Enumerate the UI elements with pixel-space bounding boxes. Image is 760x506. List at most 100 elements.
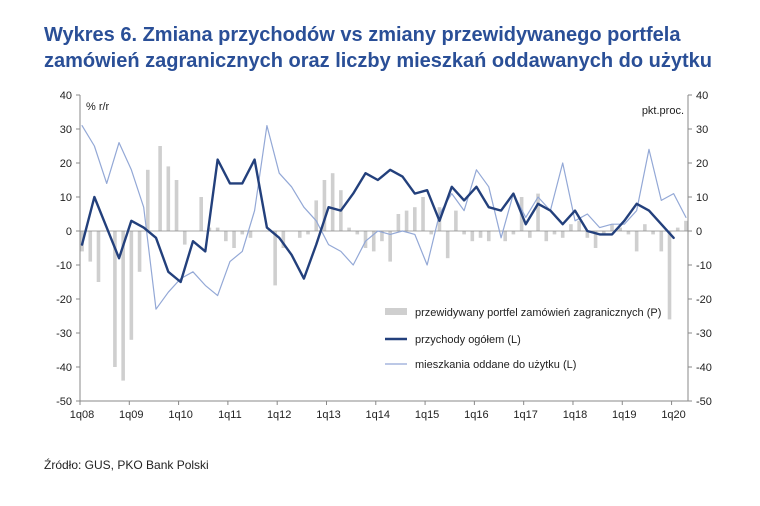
left-tick-label: -10 [56,260,72,272]
bar [552,231,557,235]
bar [511,231,516,235]
x-tick-label: 1q19 [612,409,636,421]
left-tick-label: -40 [56,362,72,374]
legend-label-revenue: przychody ogółem (L) [415,334,521,346]
right-tick-label: -10 [696,260,712,272]
bar [199,197,203,231]
right-tick-label: 0 [696,226,702,238]
bar [281,231,286,248]
bar [182,231,187,245]
bar [577,220,581,231]
bar [626,231,631,235]
x-tick-label: 1q14 [366,409,390,421]
x-tick-label: 1q12 [267,409,291,421]
bar [643,224,647,231]
left-tick-label: -30 [56,328,72,340]
bar-series-order-book [80,146,688,381]
left-tick-label: 10 [60,192,72,204]
bar [404,210,409,231]
bar [322,180,327,231]
chart-title: Wykres 6. Zmiana przychodów vs zmiany pr… [44,22,744,74]
bar [174,180,179,231]
bar [667,231,672,320]
left-tick-label: 0 [66,226,72,238]
bar [347,227,351,231]
left-tick-label: 30 [60,124,72,136]
bar [388,231,392,262]
right-tick-label: -50 [696,396,712,408]
bar [88,231,93,262]
left-tick-label: 20 [60,158,72,170]
line-revenue [80,158,675,284]
bar [158,146,162,231]
right-tick-label: -30 [696,328,712,340]
line-series [80,124,687,310]
bar [314,200,319,231]
bar [421,197,425,231]
legend-swatch-order-book [385,308,407,315]
bar [137,231,142,272]
x-tick-label: 1q17 [513,409,537,421]
left-tick-label: -20 [56,294,72,306]
bar [659,231,664,252]
bar [306,231,310,235]
left-tick-label: 40 [60,90,72,102]
bar [684,220,688,231]
bar [355,231,360,235]
bar [330,173,335,231]
bar [454,210,458,231]
bar [601,231,606,235]
x-tick-label: 1q11 [218,409,242,421]
x-tick-label: 1q16 [464,409,488,421]
bar [445,231,450,259]
bar [462,231,466,235]
x-tick-label: 1q20 [661,409,685,421]
x-tick-label: 1q15 [415,409,439,421]
right-tick-label: 30 [696,124,708,136]
bar [215,227,220,231]
bar [248,231,253,238]
bar [560,231,565,238]
bar [503,231,507,242]
axes: 40 40 30 30 20 20 10 10 0 0 -10 -10 -20 -20 -30 -30 -40 -… [56,90,712,421]
bar [413,207,417,231]
bar [224,231,228,242]
bar [675,227,680,231]
bar [569,224,573,231]
right-tick-label: -40 [696,362,712,374]
bar [536,193,540,231]
line-housing [81,124,687,310]
bar [232,231,236,248]
bar [129,231,134,340]
bar [429,231,434,235]
right-tick-label: 10 [696,192,708,204]
bar [145,169,150,231]
right-axis-unit: pkt.proc. [642,105,684,117]
x-tick-label: 1q13 [316,409,340,421]
bar [593,231,598,248]
bar [585,231,590,238]
x-tick-label: 1q18 [563,409,587,421]
bar [273,231,277,286]
source-note: Źródło: GUS, PKO Bank Polski [44,458,209,472]
right-tick-label: -20 [696,294,712,306]
bar [371,231,376,252]
bar [96,231,101,282]
bar [651,231,655,235]
right-tick-label: 40 [696,90,708,102]
bar [544,231,549,242]
bar [478,231,483,238]
legend-label-housing: mieszkania oddane do użytku (L) [415,359,576,371]
x-tick-label: 1q08 [70,409,94,421]
left-tick-label: -50 [56,396,72,408]
bar [396,214,401,231]
bar [363,231,368,248]
bar [528,231,532,238]
chart-title-line-2: zamówień zagranicznych oraz liczby miesz… [44,50,712,72]
right-tick-label: 20 [696,158,708,170]
bar [121,231,125,381]
x-tick-label: 1q09 [119,409,143,421]
bar [113,231,117,367]
x-tick-label: 1q10 [168,409,192,421]
